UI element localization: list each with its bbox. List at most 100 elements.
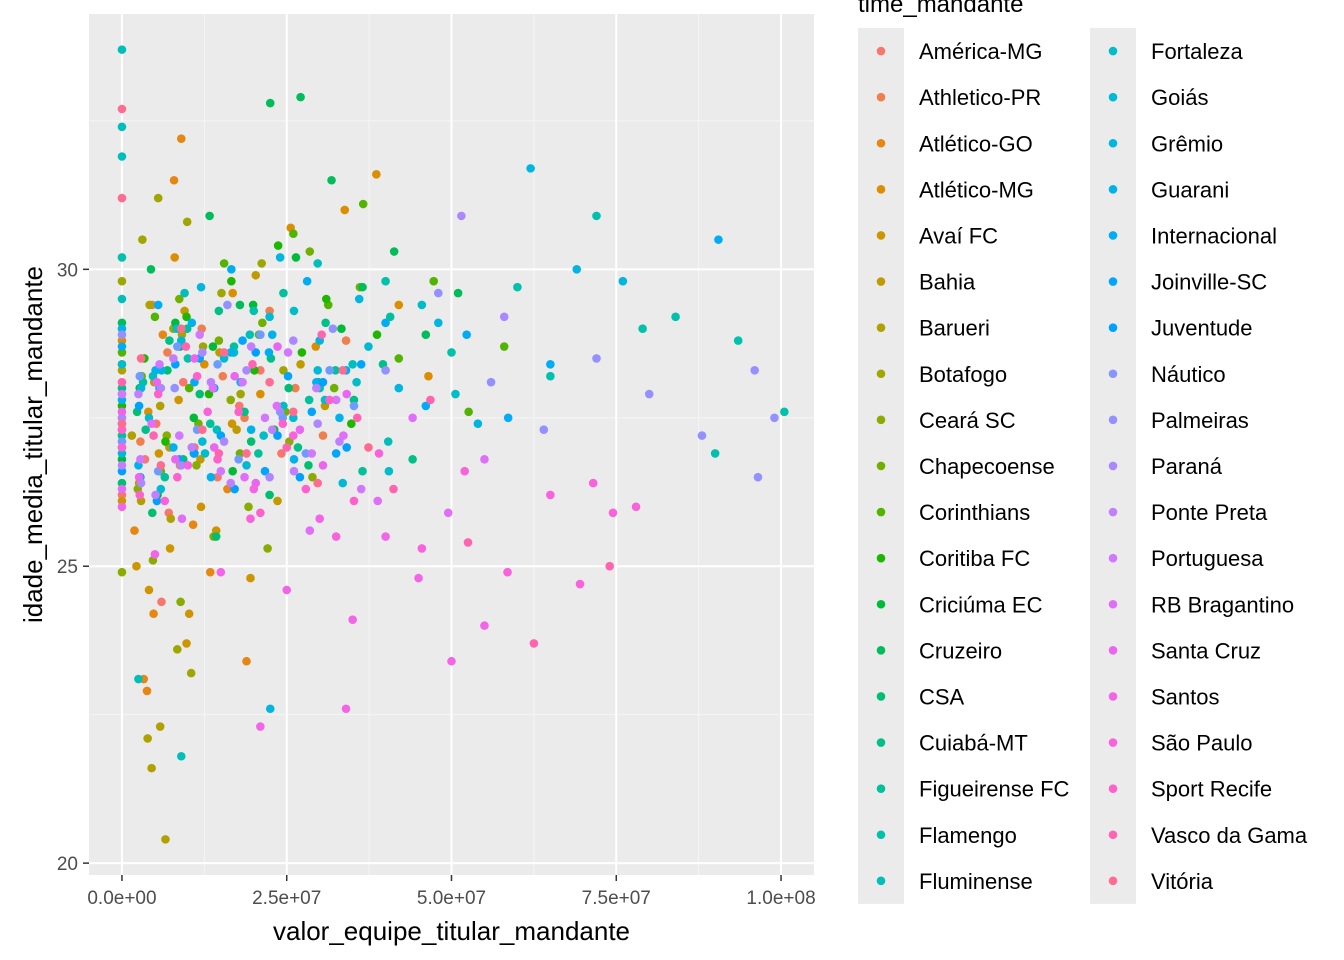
data-point xyxy=(503,413,513,423)
legend-entry: Vasco da Gama xyxy=(1108,823,1308,848)
data-point xyxy=(143,734,152,743)
legend-key-dot xyxy=(876,46,886,56)
data-point xyxy=(117,490,127,500)
data-point xyxy=(463,538,473,547)
data-point xyxy=(160,496,170,506)
legend-key-dot xyxy=(1108,46,1118,56)
data-point xyxy=(163,348,172,357)
data-point xyxy=(394,300,404,310)
x-tick-label: 7.5e+07 xyxy=(582,888,651,909)
data-point xyxy=(289,455,299,464)
legend-entry: Atlético-MG xyxy=(876,177,1034,202)
data-point xyxy=(117,389,127,399)
legend-key-dot xyxy=(1108,599,1118,609)
data-point xyxy=(203,407,212,417)
legend-entry: Internacional xyxy=(1108,223,1277,248)
legend-entry: Atlético-GO xyxy=(876,131,1033,156)
data-point xyxy=(282,443,292,452)
data-point xyxy=(265,704,275,714)
data-point xyxy=(426,395,435,405)
data-point xyxy=(374,449,384,458)
legend-label: Juventude xyxy=(1151,316,1253,341)
legend-entry: Ceará SC xyxy=(876,408,1016,433)
data-point xyxy=(671,312,680,322)
legend-entry: Cruzeiro xyxy=(876,638,1002,663)
x-axis-title: valor_equipe_titular_mandante xyxy=(273,916,630,946)
legend-label: Cuiabá-MT xyxy=(919,731,1028,756)
data-point xyxy=(753,472,763,482)
legend-key-dot xyxy=(876,507,886,517)
y-axis-title: idade_media_titular_mandante xyxy=(18,266,48,623)
data-point xyxy=(296,360,305,369)
data-point xyxy=(136,354,146,363)
data-point xyxy=(155,360,164,369)
data-point xyxy=(304,395,314,405)
data-point xyxy=(242,449,251,458)
data-point xyxy=(153,300,163,310)
data-point xyxy=(313,478,323,488)
data-point xyxy=(263,544,272,553)
data-point xyxy=(228,466,237,476)
data-point xyxy=(321,318,330,328)
data-point xyxy=(117,431,127,440)
data-point xyxy=(265,377,274,387)
legend-label: Bahia xyxy=(919,270,976,295)
data-point xyxy=(117,460,127,470)
legend-key-dot xyxy=(876,599,886,609)
data-point xyxy=(238,336,247,345)
data-point xyxy=(117,383,127,393)
data-point xyxy=(127,431,137,440)
legend-key-dot xyxy=(876,323,886,332)
data-point xyxy=(331,365,340,375)
data-point xyxy=(486,377,496,387)
data-point xyxy=(780,407,789,417)
data-point xyxy=(150,312,160,322)
data-point xyxy=(339,431,348,440)
data-point xyxy=(381,318,390,328)
data-point xyxy=(301,449,311,458)
data-point xyxy=(408,413,417,423)
data-point xyxy=(240,472,249,482)
data-point xyxy=(434,318,443,328)
data-point xyxy=(307,407,317,417)
data-point xyxy=(414,573,423,583)
data-point xyxy=(156,484,166,494)
x-tick-label: 1.0e+08 xyxy=(746,888,815,909)
legend-label: Fluminense xyxy=(919,869,1033,894)
data-point xyxy=(132,561,141,571)
data-point xyxy=(230,371,239,381)
data-point xyxy=(228,288,237,298)
data-point xyxy=(200,360,209,369)
data-point xyxy=(242,460,251,470)
data-point xyxy=(208,383,218,393)
data-point xyxy=(192,460,201,470)
data-point xyxy=(258,318,267,328)
x-tick-label: 2.5e+07 xyxy=(252,888,321,909)
data-point xyxy=(318,377,328,387)
legend-key-dot xyxy=(1108,692,1118,701)
data-point xyxy=(227,419,237,429)
legend-key-dot xyxy=(1108,185,1118,194)
x-axis-ticks: 0.0e+00 2.5e+07 5.0e+07 7.5e+07 1.0e+08 xyxy=(87,875,816,909)
data-point xyxy=(256,508,265,518)
data-point xyxy=(313,259,323,268)
data-point xyxy=(117,45,127,54)
legend-entry: Grêmio xyxy=(1108,131,1223,156)
data-point xyxy=(117,122,127,132)
legend-key-dot xyxy=(1108,369,1118,379)
data-point xyxy=(451,389,460,399)
data-point xyxy=(275,253,285,262)
data-point xyxy=(618,276,628,286)
data-point xyxy=(157,597,166,607)
data-point xyxy=(325,365,334,375)
data-point xyxy=(394,354,404,363)
legend-key-dot xyxy=(876,277,886,286)
data-point xyxy=(117,413,127,423)
data-point xyxy=(176,134,186,143)
data-point xyxy=(117,567,127,577)
data-point xyxy=(421,401,431,411)
data-point xyxy=(158,330,168,339)
data-point xyxy=(302,276,312,286)
data-point xyxy=(216,567,226,577)
data-point xyxy=(182,639,191,648)
